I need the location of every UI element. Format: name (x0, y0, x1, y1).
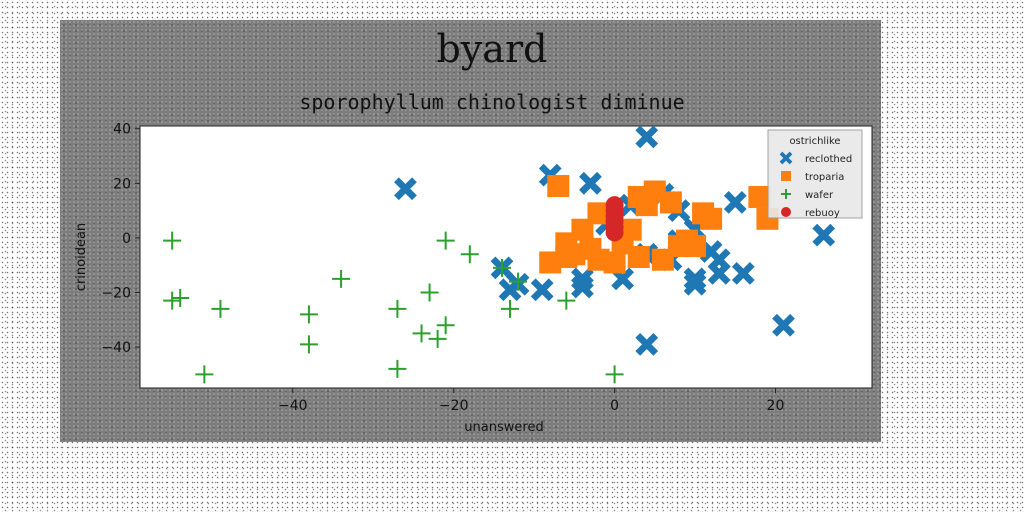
point-reclothed (683, 272, 707, 296)
legend-label-reclothed: reclothed (805, 154, 852, 165)
scatter-chart: byard sporophyllum chinologist diminue −… (74, 27, 873, 435)
legend-marker-wafer (781, 189, 791, 199)
point-wafer (428, 329, 447, 348)
chart-title: sporophyllum chinologist diminue (299, 90, 684, 114)
x-tick-label: −40 (278, 398, 308, 414)
plot-area (139, 125, 873, 389)
x-tick-label: 20 (767, 398, 785, 414)
point-wafer (163, 291, 182, 310)
legend-label-troparia: troparia (805, 172, 844, 183)
y-axis-ticks: −40 −20 0 20 40 (101, 122, 140, 356)
legend-marker-troparia (781, 171, 791, 181)
point-wafer (557, 291, 576, 310)
point-wafer (332, 269, 351, 288)
point-reclothed (812, 223, 836, 247)
point-troparia (684, 235, 707, 258)
point-wafer (299, 335, 318, 354)
figure-panel: byard sporophyllum chinologist diminue −… (60, 20, 881, 442)
point-reclothed (723, 191, 747, 214)
x-axis-label: unanswered (464, 420, 543, 435)
point-reclothed (683, 267, 707, 291)
y-tick-label: −40 (101, 340, 131, 356)
point-reclothed (635, 125, 659, 149)
point-wafer (501, 299, 520, 318)
point-reclothed (731, 261, 755, 285)
point-reclothed (571, 267, 594, 291)
point-reclothed (772, 313, 795, 337)
legend-label-rebuoy: rebuoy (805, 208, 840, 219)
point-rebuoy (605, 196, 624, 215)
y-tick-label: 40 (113, 122, 131, 138)
point-troparia (659, 191, 682, 214)
legend-title: ostrichlike (789, 136, 840, 147)
legend-items: reclothed troparia wafer rebuoy (779, 151, 852, 219)
point-reclothed (498, 278, 522, 302)
point-wafer (460, 245, 479, 264)
legend-marker-reclothed (779, 151, 793, 165)
point-troparia (571, 218, 594, 241)
point-wafer (436, 316, 455, 335)
point-wafer (163, 231, 182, 250)
data-marks (163, 125, 836, 384)
legend-label-wafer: wafer (805, 190, 834, 201)
x-tick-label: 0 (610, 398, 619, 414)
y-tick-label: −20 (101, 285, 131, 301)
point-reclothed (635, 332, 659, 356)
point-troparia (748, 185, 771, 208)
point-troparia (547, 175, 570, 198)
point-wafer (299, 305, 318, 324)
point-wafer (436, 231, 455, 250)
point-troparia (555, 246, 578, 268)
y-tick-label: 0 (122, 231, 131, 247)
point-reclothed (394, 177, 417, 201)
chart-suptitle: byard (437, 27, 548, 71)
point-wafer (509, 272, 528, 291)
point-troparia (627, 246, 650, 268)
point-troparia (603, 251, 626, 274)
x-tick-label: −20 (439, 398, 469, 414)
point-wafer (388, 359, 407, 378)
point-wafer (171, 288, 190, 307)
point-wafer (492, 258, 511, 277)
point-troparia (700, 207, 723, 230)
x-axis-ticks: −40 −20 0 20 (278, 388, 784, 414)
y-tick-label: 20 (113, 176, 131, 192)
legend-marker-rebuoy (781, 207, 791, 217)
point-wafer (420, 283, 439, 302)
y-axis-label: crinoidean (74, 223, 89, 291)
point-wafer (605, 365, 624, 384)
point-troparia (619, 218, 642, 241)
legend: ostrichlike reclothed troparia wafer rebuoy (767, 129, 863, 219)
point-wafer (388, 299, 407, 318)
point-reclothed (530, 278, 554, 302)
point-wafer (195, 365, 214, 384)
point-wafer (211, 299, 230, 318)
point-wafer (412, 324, 431, 343)
point-reclothed (707, 248, 731, 272)
point-reclothed (579, 171, 602, 195)
point-rebuoy (605, 223, 624, 242)
